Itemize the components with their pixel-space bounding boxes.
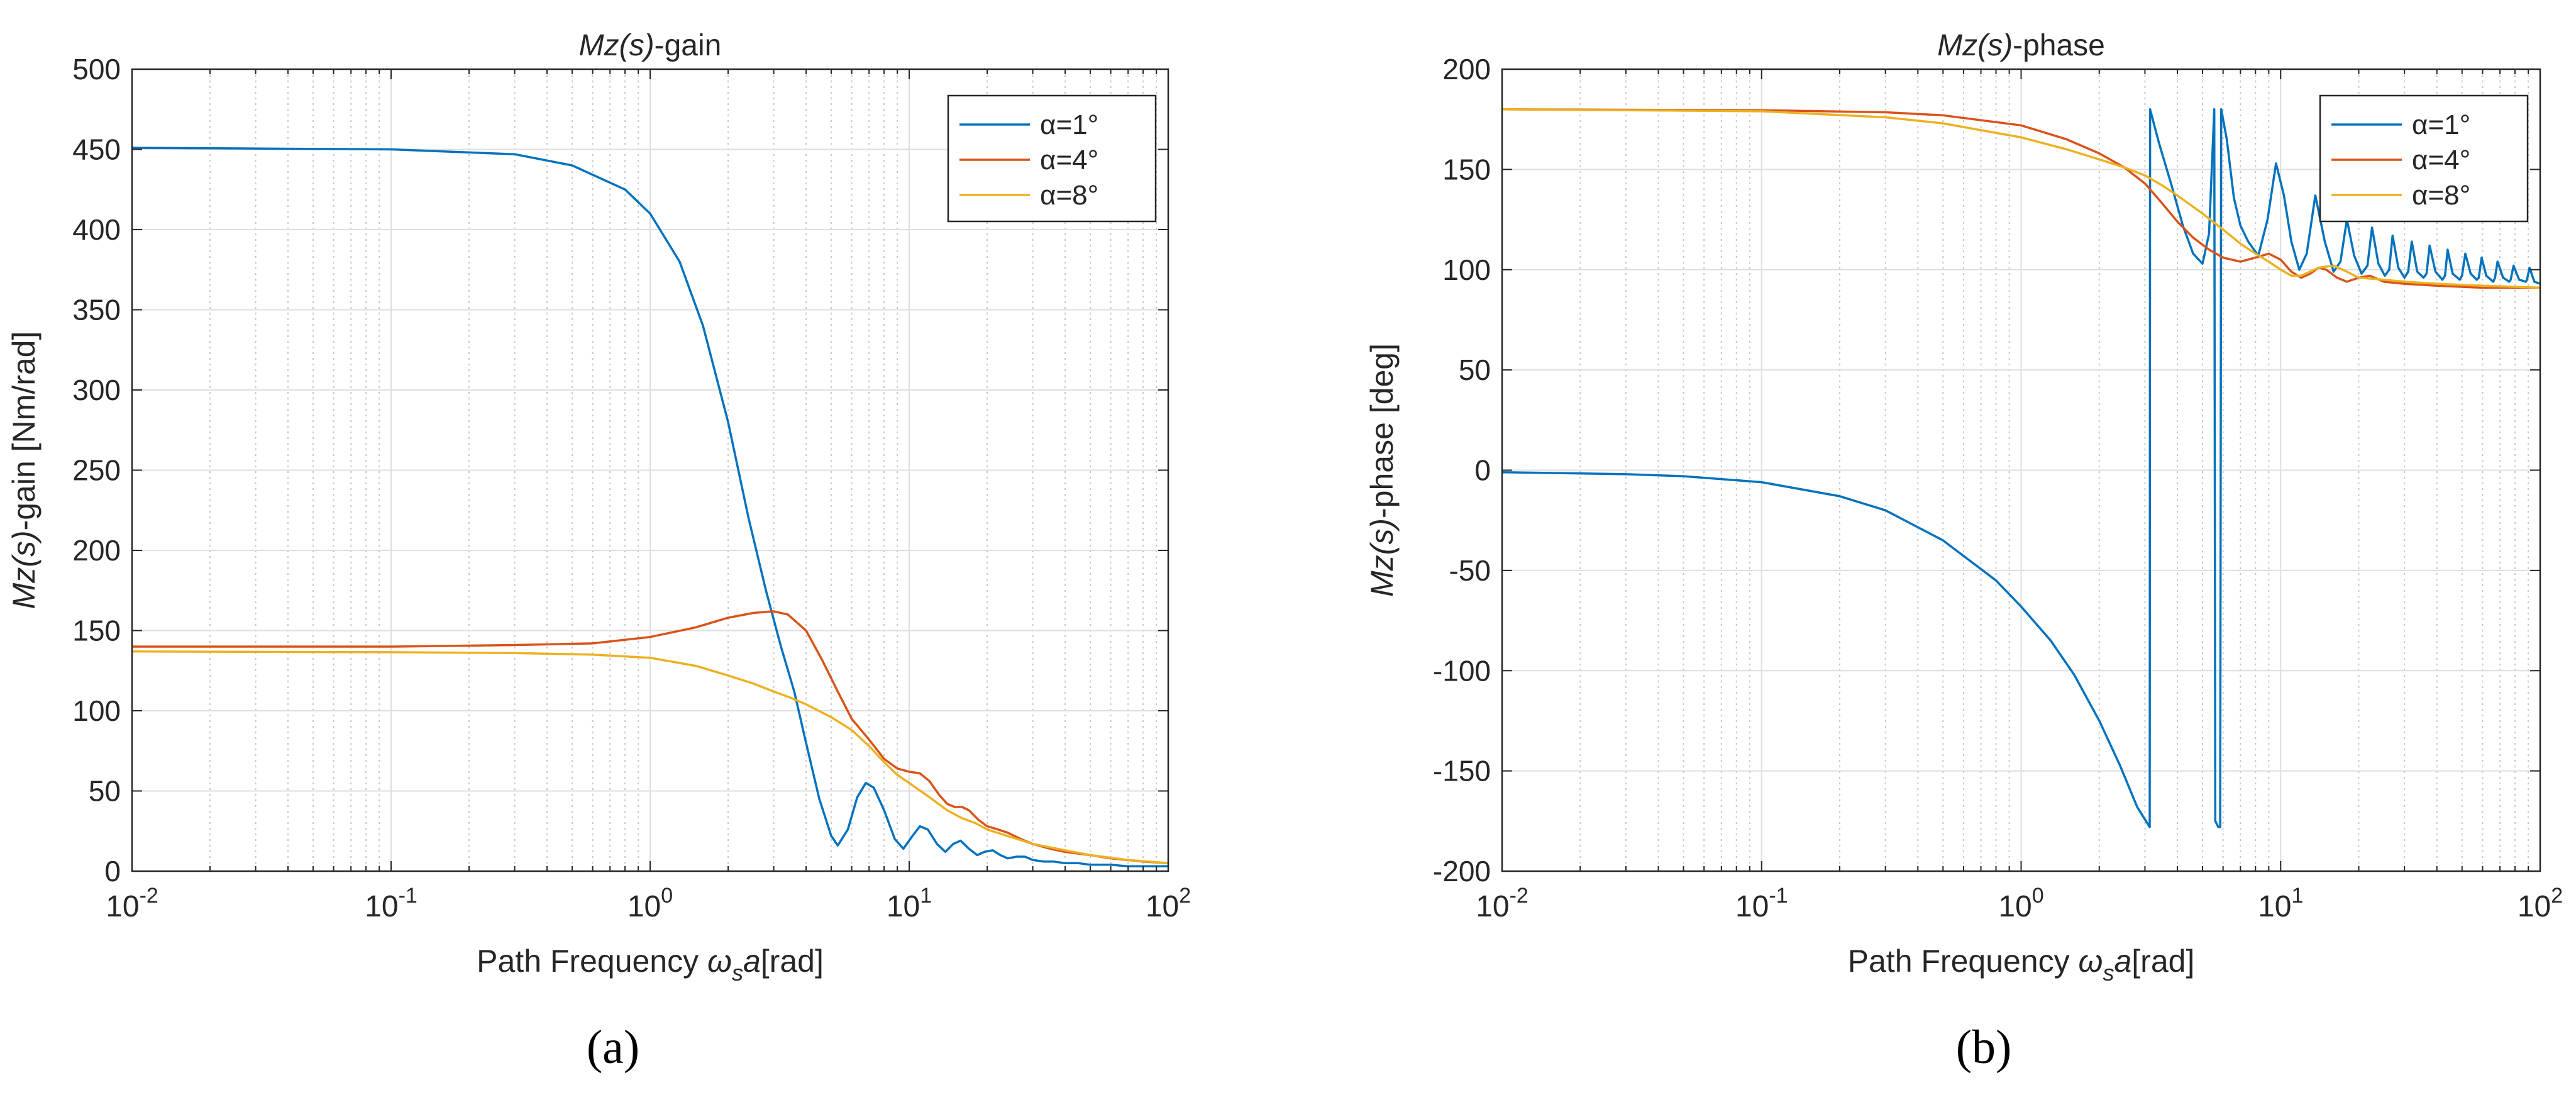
legend: α=1° α=4° α=8° [2319,94,2529,223]
xlabel-sub: s [732,960,743,986]
minor-grid [1579,69,2529,871]
x-tick-exp: -2 [140,884,158,908]
legend-label-1: α=1° [2412,109,2470,140]
x-tick-label: 102 [2518,884,2563,923]
series-line-1 [132,147,1168,868]
xlabel-omega: ω [2079,943,2103,979]
x-tick-label: 10-1 [1735,884,1788,923]
ylabel-italic: Mz(s) [1364,518,1400,597]
xlabel-prefix: Path Frequency [477,943,707,979]
gain-chart-panel: 10-2 10-1 100 101 10205010015020025030035040… [6,29,1191,1074]
y-tick-label: 500 [72,53,121,86]
ticks [131,69,1169,872]
chart-title: Mz(s)-phase [1937,29,2105,62]
title-italic: Mz(s) [1937,29,2013,62]
x-tick-exp: 2 [1179,884,1191,908]
y-axis-label: Mz(s)-gain [Nm/rad] [6,331,41,609]
x-tick-exp: -1 [399,884,417,908]
y-tick-label: -50 [1449,554,1491,587]
series-line-3 [1502,108,2540,289]
y-tick-label: 150 [72,615,121,647]
x-tick-exp: 0 [661,884,673,908]
x-tick-label: 102 [1146,884,1191,923]
xlabel-suffix: [rad] [761,943,824,979]
legend-label-3: α=8° [1040,180,1098,211]
x-tick-exp: -2 [1510,884,1528,908]
x-tick-label: 10-2 [1476,884,1528,923]
x-tick-label: 101 [887,884,932,923]
y-tick-label: 50 [1459,353,1491,386]
y-tick-label: 50 [89,775,121,808]
xlabel-suffix: [rad] [2131,943,2194,979]
series-line-2 [1502,108,2540,289]
x-tick-exp: -1 [1769,884,1788,908]
legend-label-1: α=1° [1040,109,1098,140]
x-tick-base: 10 [1735,890,1769,923]
x-tick-base: 10 [887,890,920,923]
x-tick-base: 10 [365,890,398,923]
legend-label-2: α=4° [1040,145,1098,175]
legend-box [947,94,1157,223]
y-tick-label: 150 [1442,153,1491,186]
legend-label-3: α=8° [2412,180,2470,211]
title-suffix: -gain [655,29,722,62]
y-tick-label: 100 [72,694,121,727]
xlabel-sub: s [2103,960,2114,986]
y-tick-label: -150 [1433,755,1491,788]
x-tick-base: 10 [2518,890,2551,923]
y-tick-label: 400 [72,213,121,246]
ylabel-suffix: -phase [deg] [1364,343,1400,518]
x-tick-base: 10 [106,890,139,923]
legend-label-2: α=4° [2412,145,2470,175]
x-axis-label: Path Frequency ωsa[rad] [1848,943,2195,986]
x-tick-base: 10 [1998,890,2032,923]
xlabel-omega: ω [707,943,732,979]
ylabel-italic: Mz(s) [6,530,41,609]
x-tick-base: 10 [2258,890,2291,923]
y-tick-label: 250 [72,454,121,487]
legend-box [2319,94,2529,223]
xlabel-prefix: Path Frequency [1848,943,2079,979]
x-tick-exp: 1 [2291,884,2303,908]
x-tick-base: 10 [1476,890,1509,923]
legend: α=1° α=4° α=8° [947,94,1157,223]
x-axis-label: Path Frequency ωsa[rad] [477,943,824,986]
title-italic: Mz(s) [579,29,655,62]
x-tick-exp: 1 [920,884,932,908]
phase-chart-panel: 10-2 10-1 100 101 102-200-150-100-5005010015… [1364,29,2563,1074]
y-tick-label: 300 [72,374,121,406]
x-tick-label: 100 [627,884,673,923]
series-group [132,147,1168,868]
x-tick-label: 101 [2258,884,2303,923]
ticks [1501,69,2541,872]
y-tick-label: 450 [72,133,121,166]
chart-title: Mz(s)-gain [579,29,722,62]
y-tick-label: -200 [1433,855,1491,888]
xlabel-a: a [743,943,761,979]
y-tick-label: 0 [104,855,121,888]
panel-label: (a) [587,1021,639,1074]
y-tick-label: 100 [1442,253,1491,286]
x-tick-label: 10-2 [106,884,158,923]
x-tick-base: 10 [627,890,661,923]
x-tick-exp: 0 [2032,884,2044,908]
xlabel-a: a [2114,943,2131,979]
panel-label: (b) [1956,1021,2012,1074]
ylabel-suffix: -gain [Nm/rad] [6,331,41,531]
minor-grid [209,69,1158,871]
x-tick-label: 100 [1998,884,2043,923]
y-tick-label: 0 [1474,454,1491,487]
series-line-3 [132,650,1168,865]
x-tick-exp: 2 [2551,884,2563,908]
x-tick-label: 10-1 [365,884,417,923]
y-tick-label: 350 [72,294,121,326]
y-tick-label: -100 [1433,654,1491,687]
y-tick-label: 200 [1442,53,1491,86]
x-tick-base: 10 [1146,890,1179,923]
y-axis-label: Mz(s)-phase [deg] [1364,343,1400,597]
title-suffix: -phase [2013,29,2105,62]
y-tick-label: 200 [72,534,121,567]
